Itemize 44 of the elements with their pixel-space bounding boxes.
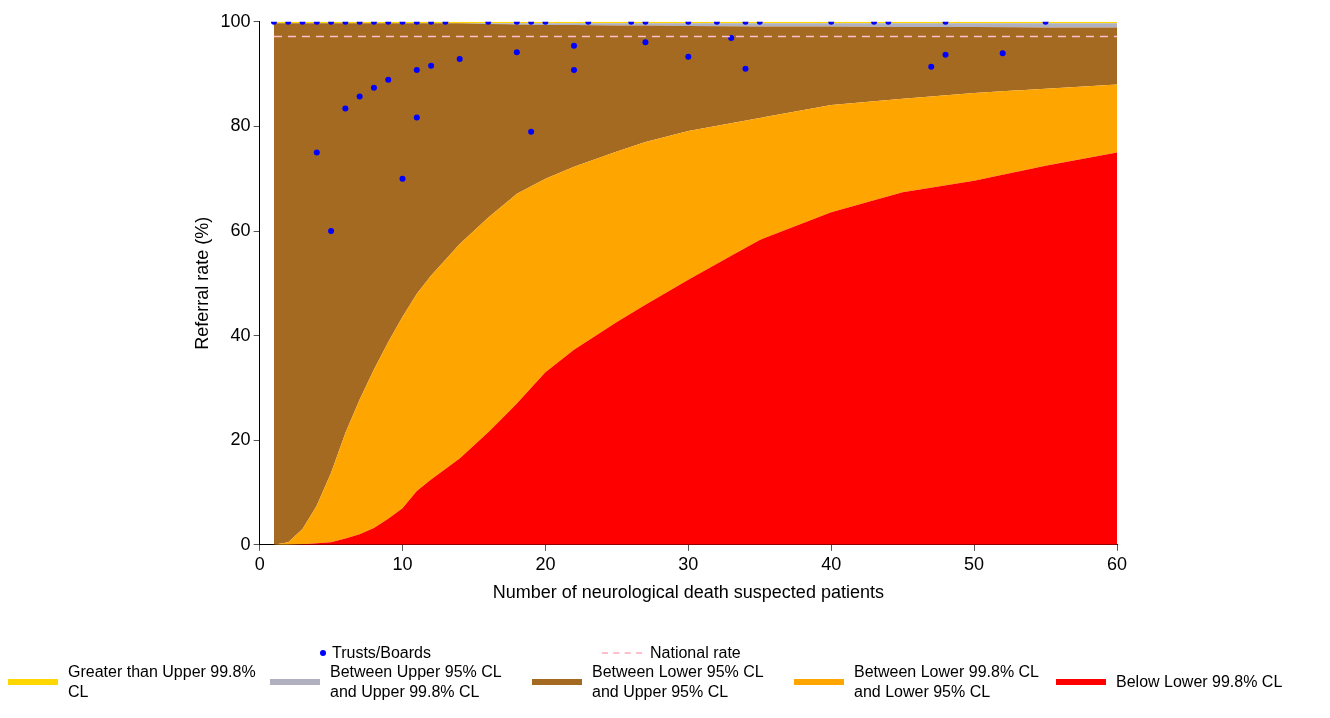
point [571, 42, 577, 49]
y-tick-label: 20 [230, 429, 251, 450]
x-axis-title: Number of neurological death suspected patients [492, 582, 884, 603]
point [642, 39, 649, 46]
point [413, 114, 420, 121]
y-tick-label: 80 [230, 115, 251, 136]
point [313, 149, 320, 156]
legend-label: Between Lower 99.8% CL and Lower 95% CL [854, 662, 1040, 702]
point [456, 55, 463, 62]
legend-label: Below Lower 99.8% CL [1116, 672, 1284, 692]
x-tick-label: 60 [1106, 553, 1128, 574]
x-tick-label: 0 [254, 553, 265, 574]
point [328, 228, 335, 234]
x-tick-label: 50 [964, 553, 985, 574]
y-axis-title: Referral rate (%) [191, 216, 212, 350]
x-tick-label: 30 [678, 553, 699, 574]
point [385, 76, 392, 83]
legend-label: Greater than Upper 99.8% CL [68, 662, 257, 702]
point [513, 49, 520, 56]
point [413, 66, 420, 73]
y-tick-label: 0 [240, 533, 251, 554]
point [342, 105, 349, 112]
point [999, 50, 1006, 57]
point [685, 53, 692, 60]
point [356, 93, 363, 100]
x-tick-label: 20 [535, 553, 556, 574]
legend-label: Between Lower 95% CL and Upper 95% CL [592, 662, 765, 702]
point [742, 65, 749, 72]
legend-label: Between Upper 95% CL and Upper 99.8% CL [330, 662, 503, 702]
point [399, 175, 406, 182]
point [428, 62, 435, 69]
point [928, 63, 935, 70]
y-tick-label: 100 [220, 10, 251, 31]
point [942, 51, 949, 58]
x-tick-label: 10 [392, 553, 413, 574]
legend-label: Trusts/Boards [332, 644, 431, 662]
point [571, 66, 577, 73]
legend-label: National rate [650, 644, 741, 662]
point [528, 128, 535, 135]
y-tick-label: 40 [230, 324, 251, 345]
y-tick-label: 60 [230, 219, 251, 240]
point [728, 35, 735, 42]
x-tick-label: 40 [821, 553, 842, 574]
point [370, 84, 377, 91]
